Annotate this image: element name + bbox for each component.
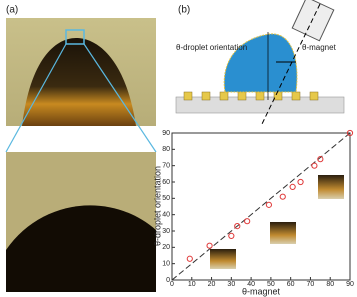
zoom-box	[65, 29, 85, 45]
data-point	[317, 156, 324, 163]
zoom-line	[83, 43, 157, 153]
data-point	[346, 129, 354, 137]
magnet-axis	[261, 3, 321, 125]
y-tick-label: 30	[162, 228, 170, 235]
pillars	[183, 91, 319, 101]
x-tick-label: 40	[247, 281, 255, 288]
y-tick-label: 0	[166, 277, 170, 284]
y-axis-label: θ-droplet orientation	[152, 166, 162, 246]
x-tick-label: 30	[227, 281, 235, 288]
x-tick-label: 80	[326, 281, 334, 288]
y-tick-label: 90	[162, 130, 170, 137]
x-tick-label: 0	[170, 281, 174, 288]
panel-label: (a)	[6, 5, 18, 16]
y-tick-label: 50	[162, 195, 170, 202]
data-point	[265, 201, 273, 208]
x-tick-label: 60	[287, 281, 295, 288]
data-point	[289, 183, 296, 190]
y-tick-label: 20	[162, 244, 170, 251]
data-point	[186, 255, 193, 262]
zoom-droplet	[6, 205, 156, 292]
data-point	[297, 178, 304, 186]
annotation: θ-droplet orientation	[176, 43, 247, 52]
x-tick-label: 10	[188, 281, 196, 288]
y-tick-label: 70	[162, 163, 170, 170]
inset-photo	[318, 175, 344, 199]
data-point	[206, 242, 213, 249]
x-tick-label: 90	[346, 281, 354, 288]
panel-label: (b)	[178, 5, 190, 16]
zoom-line	[5, 43, 67, 153]
y-tick-label: 80	[162, 146, 170, 153]
y-tick-label: 10	[162, 261, 170, 268]
data-point	[279, 193, 286, 200]
data-point	[244, 218, 251, 225]
reference-line	[171, 132, 351, 281]
data-point	[228, 232, 235, 239]
plot-frame	[171, 132, 351, 281]
x-tick-label: 70	[307, 281, 315, 288]
x-tick-label: 20	[208, 281, 216, 288]
y-tick-label: 40	[162, 212, 170, 219]
x-axis-label: θ-magnet	[242, 286, 281, 296]
y-tick-label: 60	[162, 179, 170, 186]
droplet-photo	[22, 38, 136, 126]
magnet	[291, 0, 335, 42]
droplet	[223, 33, 298, 93]
annotation: θ-magnet	[302, 43, 337, 52]
x-tick-label: 50	[267, 281, 275, 288]
inset-photo	[210, 249, 236, 269]
inset-photo	[270, 222, 296, 244]
data-point	[234, 223, 241, 230]
data-point	[311, 162, 318, 169]
chart: θ-droplet orientation θ-magnet 0 10 20 30 40…	[152, 130, 354, 297]
